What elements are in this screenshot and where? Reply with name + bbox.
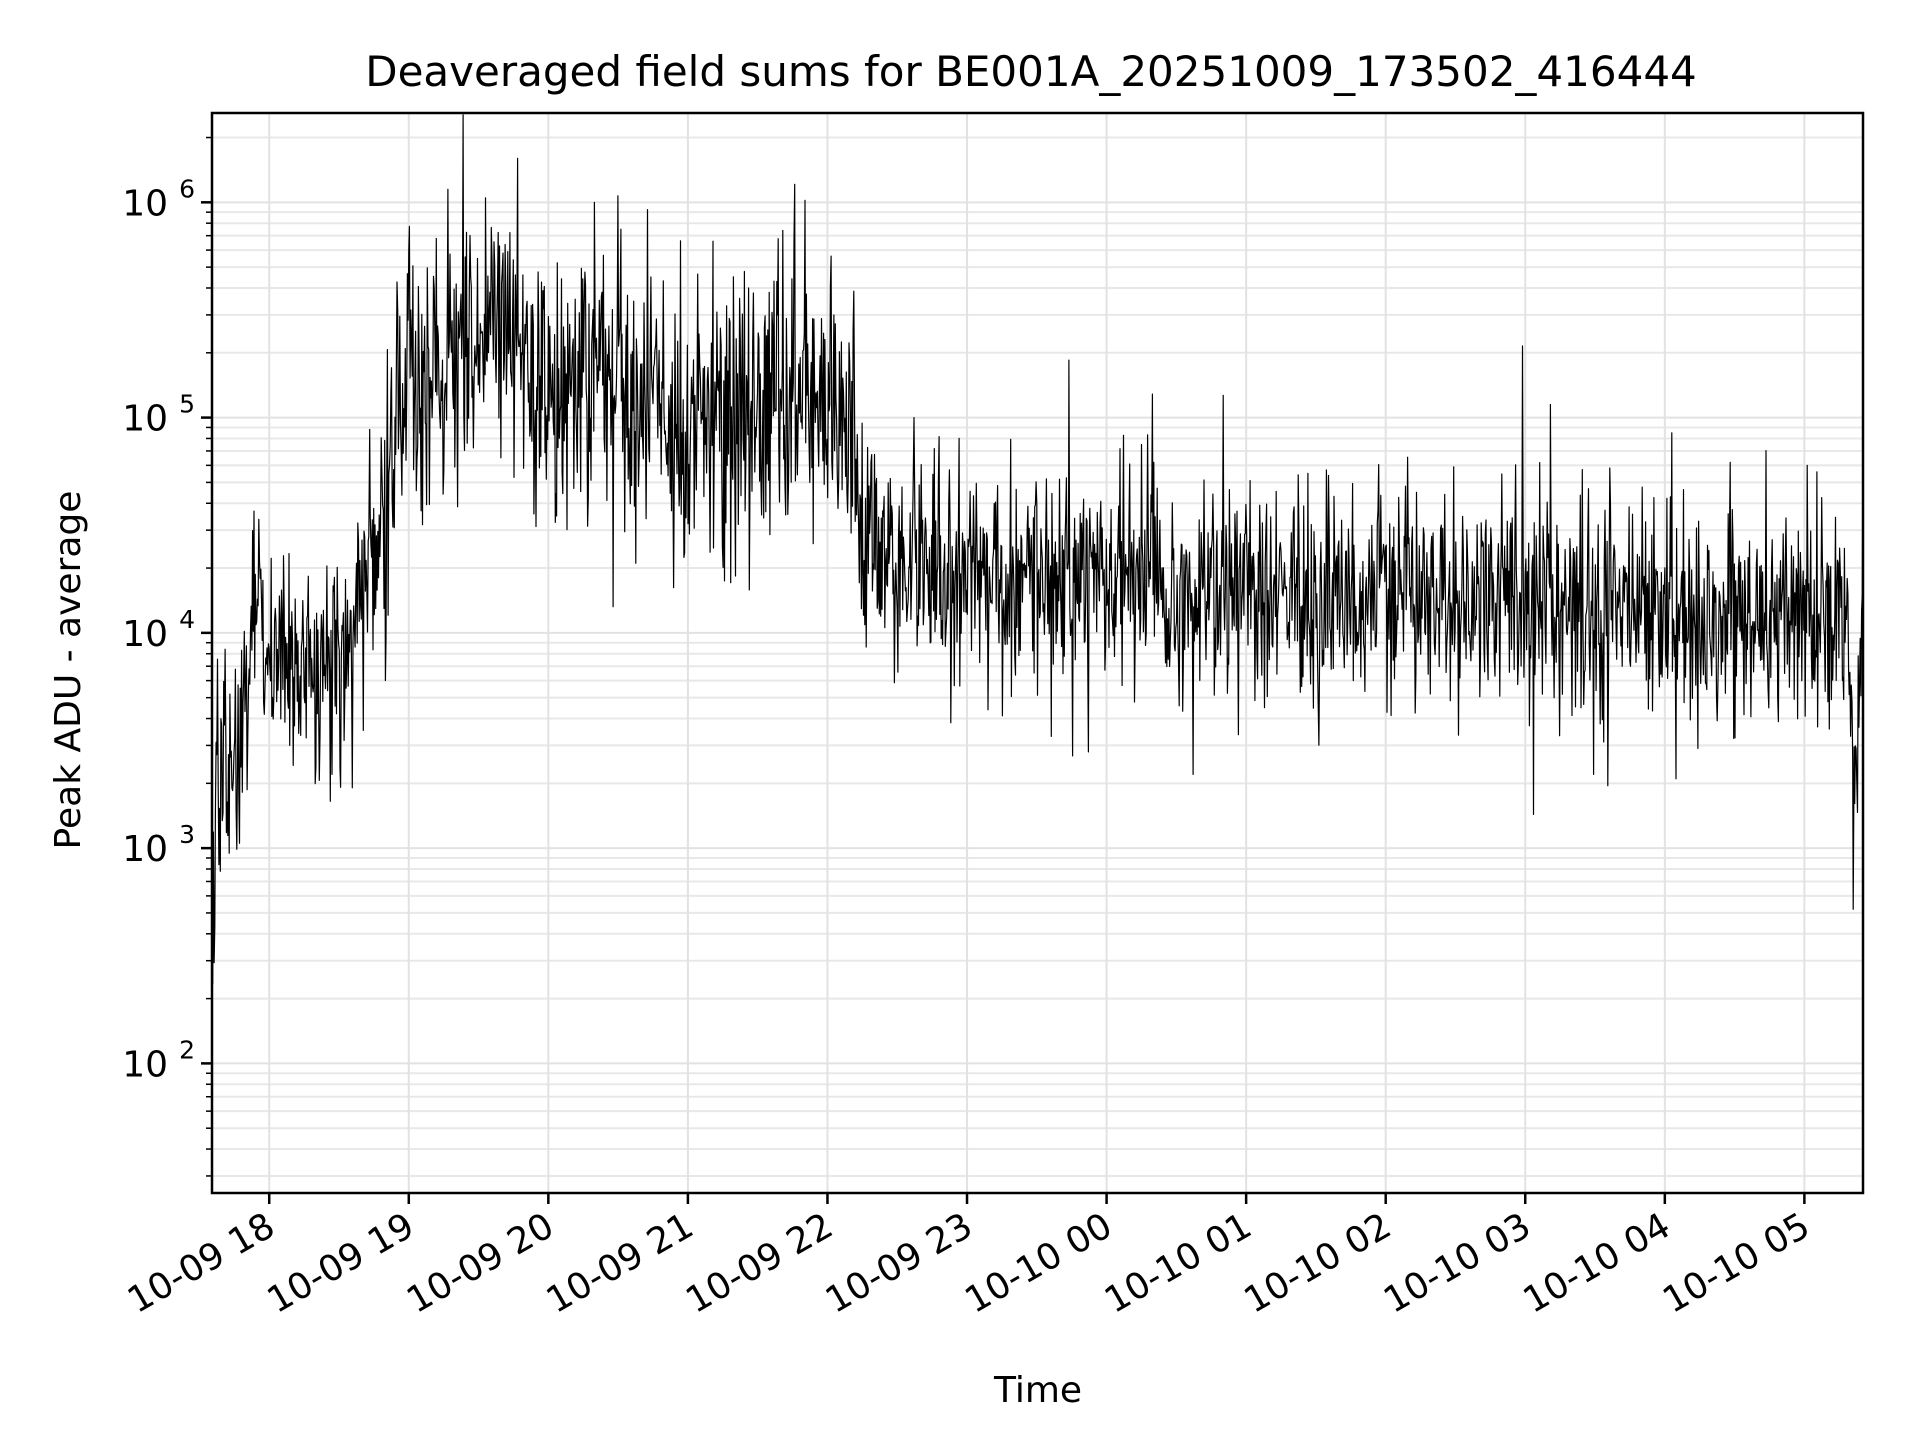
y-tick-label: 10 bbox=[122, 399, 168, 440]
y-tick-base: 10 bbox=[122, 614, 168, 655]
y-tick-exponent: 4 bbox=[179, 605, 195, 634]
y-tick-base: 10 bbox=[122, 829, 168, 870]
x-axis-label: Time bbox=[993, 1370, 1082, 1411]
y-axis-label: Peak ADU - average bbox=[48, 491, 89, 850]
series-layer bbox=[212, 114, 1863, 985]
chart-title: Deaveraged field sums for BE001A_2025100… bbox=[365, 47, 1697, 96]
y-tick-base: 10 bbox=[122, 1044, 168, 1085]
y-tick-exponent: 3 bbox=[179, 820, 195, 849]
y-tick-label: 10 bbox=[122, 1044, 168, 1085]
y-tick-base: 10 bbox=[122, 399, 168, 440]
y-tick-exponent: 2 bbox=[179, 1035, 195, 1064]
y-tick-label: 10 bbox=[122, 183, 168, 224]
y-tick-label: 10 bbox=[122, 829, 168, 870]
axis-ticks bbox=[201, 136, 1806, 1204]
y-tick-exponent: 5 bbox=[179, 390, 195, 419]
y-tick-exponent: 6 bbox=[179, 174, 195, 203]
y-axis-tick-labels: 10 2 10 3 10 4 10 5 10 6 bbox=[122, 174, 195, 1085]
y-tick-base: 10 bbox=[122, 183, 168, 224]
y-tick-label: 10 bbox=[122, 614, 168, 655]
series-line bbox=[212, 114, 1863, 985]
